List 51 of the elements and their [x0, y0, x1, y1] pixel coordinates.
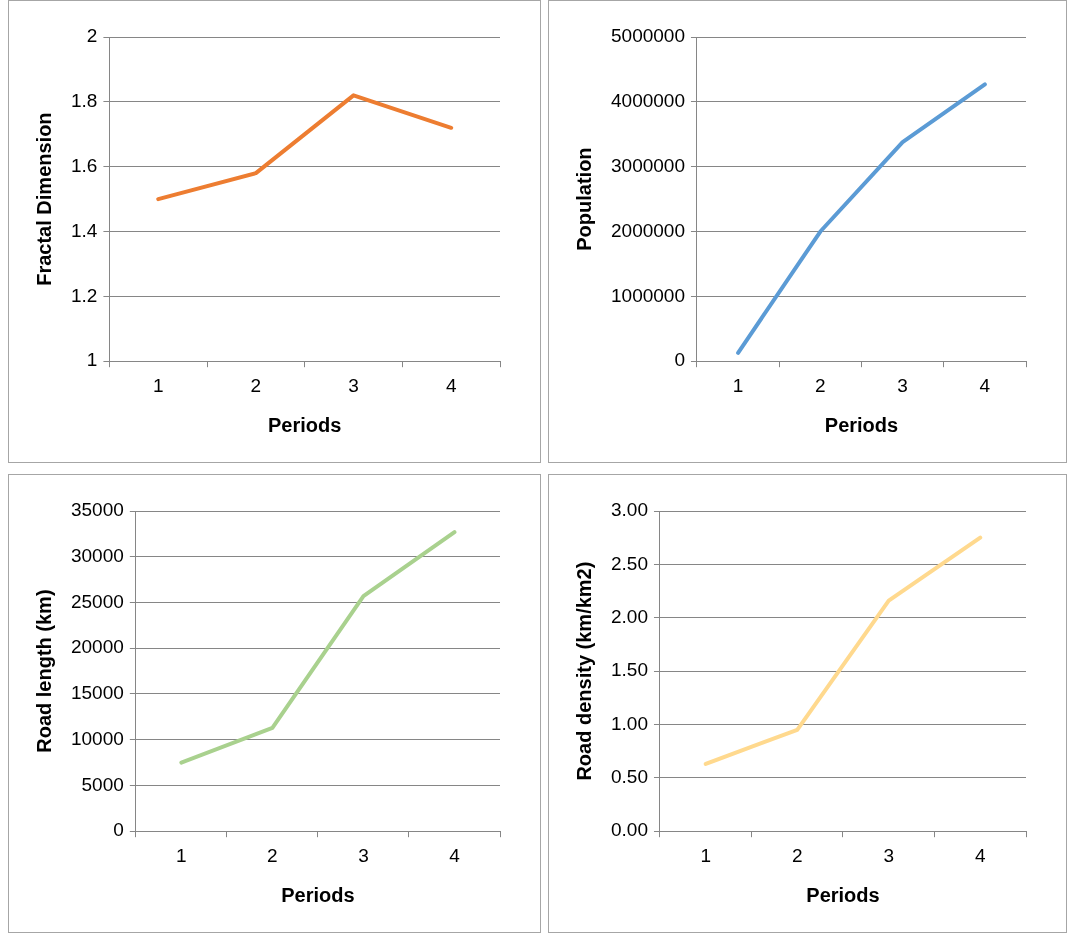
x-tick-label: 1 — [700, 844, 712, 866]
y-tick-label: 30000 — [70, 544, 124, 566]
y-axis-title: Road length (km) — [32, 589, 55, 753]
x-tick-label: 2 — [250, 374, 262, 396]
y-tick-label: 1.6 — [70, 154, 98, 176]
y-tick-label: 1.50 — [611, 659, 648, 681]
x-tick-label: 4 — [445, 374, 457, 396]
y-tick-label: 35000 — [70, 499, 124, 521]
y-tick-label: 1.2 — [70, 284, 98, 306]
x-tick-label: 4 — [979, 374, 991, 396]
y-tick-label: 1000000 — [611, 284, 685, 306]
x-axis-title: Periods — [824, 413, 899, 436]
y-tick-label: 0.50 — [611, 766, 648, 788]
y-tick-label: 5000 — [81, 773, 124, 795]
y-tick-label: 0.00 — [611, 819, 648, 841]
y-tick-label: 4000000 — [611, 90, 685, 112]
y-tick-label: 1.8 — [70, 90, 98, 112]
x-tick-label: 4 — [449, 844, 461, 866]
x-tick-label: 4 — [974, 844, 986, 866]
x-tick-label: 3 — [358, 844, 369, 866]
y-tick-label: 3.00 — [611, 499, 648, 521]
y-tick-label: 10000 — [70, 727, 124, 749]
y-tick-label: 0 — [113, 819, 124, 841]
x-tick-label: 3 — [883, 844, 895, 866]
y-tick-label: 25000 — [70, 590, 124, 612]
x-tick-label: 3 — [897, 374, 908, 396]
y-tick-label: 1.00 — [611, 712, 648, 734]
x-tick-label: 1 — [176, 844, 187, 866]
y-tick-label: 2 — [86, 25, 98, 47]
y-tick-label: 2.00 — [611, 605, 648, 627]
x-tick-label: 1 — [152, 374, 164, 396]
y-tick-label: 2000000 — [611, 219, 685, 241]
x-axis-title: Periods — [268, 413, 342, 436]
y-tick-label: 3000000 — [611, 154, 685, 176]
y-tick-label: 5000000 — [611, 25, 685, 47]
y-tick-label: 1 — [86, 349, 98, 371]
y-tick-label: 15000 — [70, 682, 124, 704]
x-axis-title: Periods — [806, 883, 880, 906]
y-tick-label: 1.4 — [70, 219, 98, 241]
y-axis-title: Fractal Dimension — [32, 112, 55, 286]
x-tick-label: 3 — [348, 374, 359, 396]
x-axis-title: Periods — [281, 883, 355, 906]
x-tick-label: 2 — [791, 844, 803, 866]
y-tick-label: 2.50 — [611, 552, 648, 574]
x-tick-label: 2 — [267, 844, 278, 866]
y-tick-label: 0 — [674, 349, 685, 371]
y-tick-label: 20000 — [70, 636, 124, 658]
x-tick-label: 2 — [815, 374, 826, 396]
x-tick-label: 1 — [732, 374, 744, 396]
y-axis-title: Road density (km/km2) — [572, 561, 595, 781]
y-axis-title: Population — [572, 147, 595, 251]
